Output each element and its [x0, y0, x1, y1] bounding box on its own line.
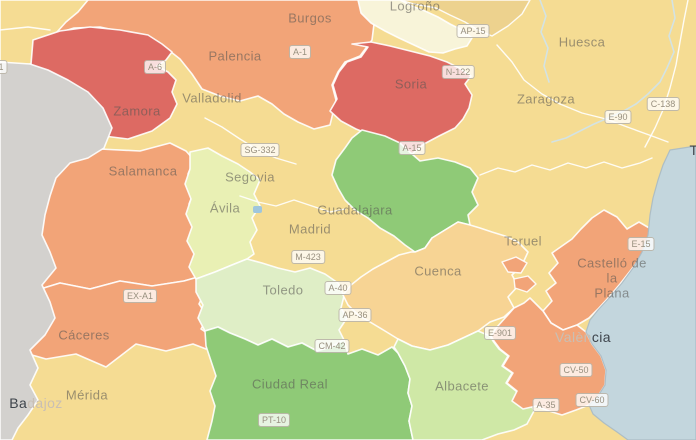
region-label-toledo: Toledo — [262, 282, 304, 298]
road-badge-cv-60: CV-60 — [575, 393, 609, 407]
region-label-cuenca: Cuenca — [414, 263, 462, 279]
city-label-badajoz: Badajoz — [9, 395, 62, 411]
region-la-rioja[interactable] — [357, 0, 473, 54]
region-label-valladolid: Valladolid — [182, 90, 242, 106]
region-label-caceres: Cáceres — [58, 327, 110, 343]
region-label-soria: Soria — [394, 76, 428, 92]
region-label-zamora: Zamora — [113, 103, 161, 119]
city-label-part: T — [689, 142, 696, 158]
road-badge-pt-10: PT-10 — [257, 413, 291, 427]
river-huesca — [539, 0, 550, 83]
region-label-ciudad-real: Ciudad Real — [252, 376, 328, 392]
region-label-madrid: Madrid — [288, 221, 332, 237]
road-badge-ex-a1: EX-A1 — [122, 289, 158, 303]
region-label-huesca: Huesca — [558, 34, 606, 50]
sea — [585, 145, 696, 440]
region-valencia-exclave-2[interactable] — [513, 275, 537, 293]
road-badge-a-15: A-15 — [398, 141, 426, 155]
road-badge-e-15: E-15 — [627, 237, 655, 251]
region-label-guadalajara: Guadalajara — [317, 202, 393, 218]
border-line-nw-corner — [0, 26, 51, 31]
region-label-avila: Ávila — [209, 200, 241, 216]
road-badge-a-6: A-6 — [143, 60, 167, 74]
city-label-part: Valèn — [555, 329, 592, 345]
lake-marker — [253, 206, 262, 213]
region-label-logrono: Logroño — [389, 0, 441, 14]
border-line-zaragoza-huesca — [496, 44, 669, 143]
road-badge-cm-42: CM-42 — [314, 339, 350, 353]
border-line-zaragoza-teruel — [479, 157, 653, 176]
road-badge-m-423: M-423 — [291, 250, 325, 264]
city-label-part: Ba — [9, 395, 28, 411]
region-label-teruel: Teruel — [504, 233, 542, 249]
region-label-segovia: Segovia — [225, 169, 275, 185]
region-label-merida: Mérida — [65, 387, 109, 403]
city-label-part: dajoz — [27, 395, 63, 411]
city-label-part: cia — [591, 329, 611, 345]
border-line-segovia-madrid — [239, 195, 346, 213]
road-badge-sg-332: SG-332 — [240, 143, 280, 157]
region-label-zaragoza: Zaragoza — [516, 91, 576, 107]
portugal-landmass — [0, 61, 113, 440]
road-badge-a-40: A-40 — [324, 281, 352, 295]
road-badge-a-35: A-35 — [532, 398, 560, 412]
road-badge-e-901: E-901 — [483, 326, 517, 340]
road-badge-cv-50: CV-50 — [559, 363, 593, 377]
city-label-t: T — [690, 142, 696, 158]
region-label-salamanca: Salamanca — [108, 163, 178, 179]
road-badge-n-122: N-122 — [441, 65, 475, 79]
road-badge-c-138: C-138 — [646, 97, 680, 111]
region-ciudad-real[interactable] — [204, 326, 414, 440]
road-badge-ap-15: AP-15 — [456, 24, 490, 38]
road-badge-a-1: A-1 — [288, 45, 312, 59]
region-label-castello-de-la-plana: Castelló de la Plana — [577, 255, 647, 301]
road-badge-ap-36: AP-36 — [338, 308, 372, 322]
region-label-burgos: Burgos — [288, 10, 332, 26]
region-valencia-exclave-1[interactable] — [501, 256, 528, 274]
region-label-albacete: Albacete — [435, 378, 489, 394]
border-line-huesca-lleida — [644, 0, 689, 148]
region-label-palencia: Palencia — [208, 48, 262, 64]
river-ebro — [551, 0, 676, 143]
city-label-valencia: València — [555, 329, 611, 345]
road-badge-e-90: E-90 — [604, 110, 632, 124]
road-badge-1: 1 — [0, 60, 8, 74]
